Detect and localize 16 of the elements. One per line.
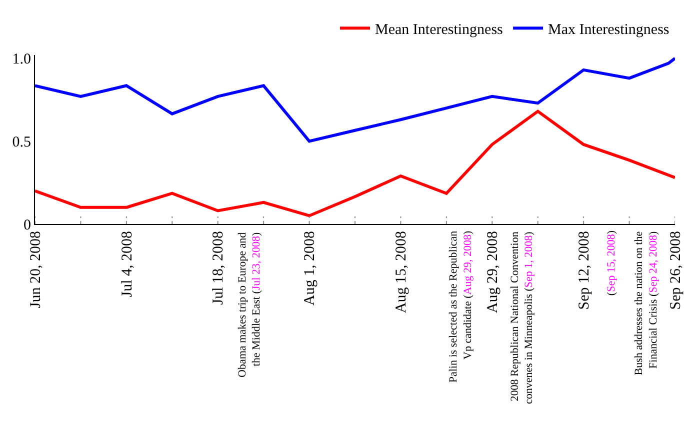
x-tick-label: Aug 15, 2008 bbox=[394, 231, 410, 314]
y-tick-label: 0 bbox=[24, 217, 31, 234]
x-tick-label: Sep 26, 2008 bbox=[668, 231, 684, 310]
x-tick-label: Aug 1, 2008 bbox=[302, 231, 318, 306]
x-tick-label: Jul 18, 2008 bbox=[210, 231, 227, 305]
y-tick-label: 0.5 bbox=[12, 134, 31, 150]
line-series bbox=[35, 56, 675, 143]
x-tick-label: Jul 4, 2008 bbox=[119, 231, 136, 298]
legend-label: Mean Interestingness bbox=[375, 22, 504, 38]
legend-label: Max Interestingness bbox=[548, 22, 670, 38]
line-series bbox=[35, 110, 675, 218]
x-tick-label: Jun 20, 2008 bbox=[28, 231, 44, 308]
text: (Sep 15, 2008) bbox=[605, 230, 618, 296]
x-tick-label: Aug 29, 2008 bbox=[485, 231, 502, 314]
y-tick-label: 1.0 bbox=[12, 52, 31, 68]
x-tick-label: Sep 12, 2008 bbox=[576, 231, 592, 310]
